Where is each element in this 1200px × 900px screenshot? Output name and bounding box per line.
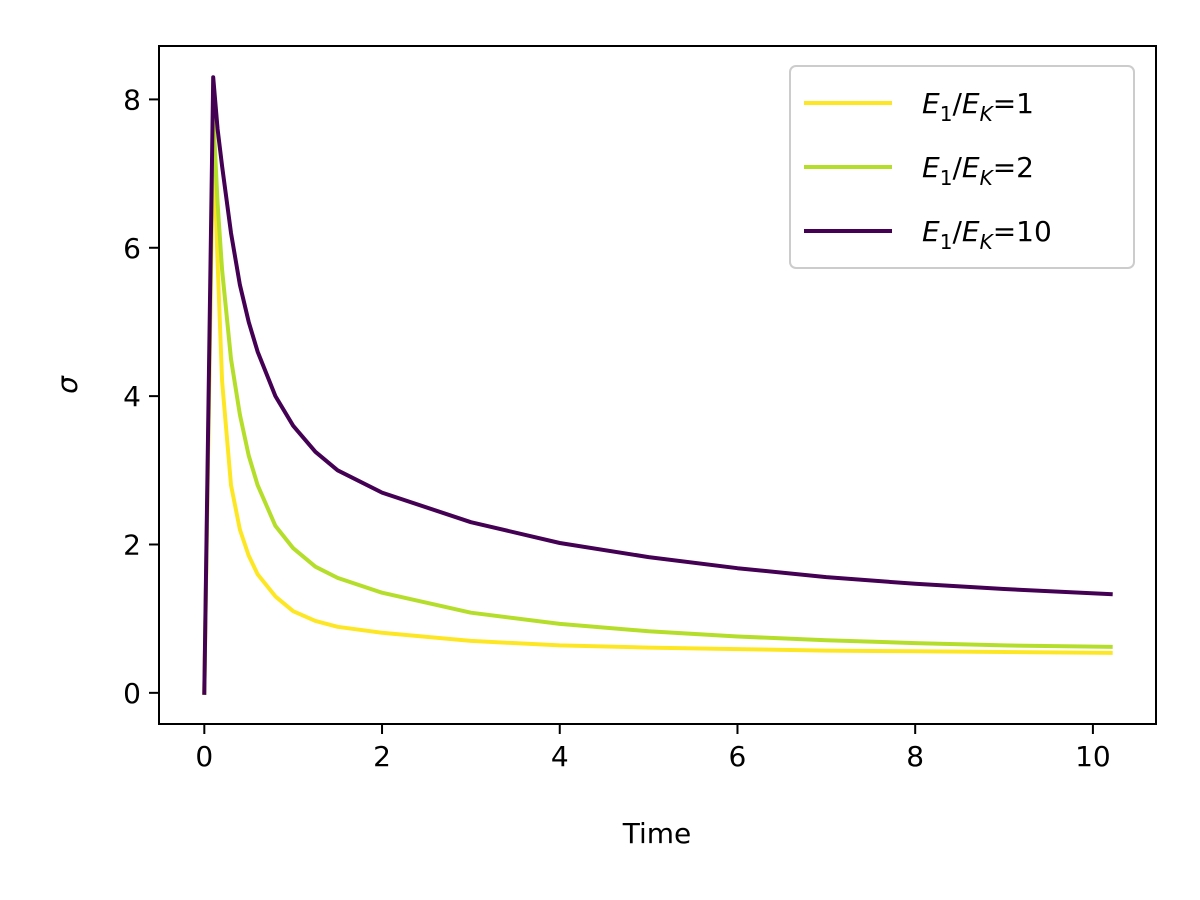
series-group: [202, 75, 1113, 695]
x-tick-label-5: 10: [1075, 740, 1111, 773]
x-tick-label-1: 2: [373, 740, 391, 773]
y-axis-label: σ: [51, 375, 84, 394]
legend-label-0: E1/EK=1: [922, 87, 1034, 126]
legend: E1/EK=1 E1/EK=2 E1/EK=10: [789, 65, 1135, 269]
series-line-2: [202, 75, 1113, 695]
y-tick-label-2: 4: [123, 380, 141, 413]
axes-frame: [158, 45, 1157, 725]
x-tick-label-2: 4: [551, 740, 569, 773]
legend-label-1: E1/EK=2: [922, 151, 1034, 190]
x-axis-label: Time: [622, 817, 692, 850]
plot-area: [158, 45, 1157, 725]
series-line-1: [202, 112, 1113, 695]
x-tick-label-0: 0: [195, 740, 213, 773]
legend-frame: [789, 65, 1135, 269]
y-tick-label-1: 2: [123, 528, 141, 561]
series-line-0: [202, 134, 1113, 695]
legend-label-2: E1/EK=10: [922, 215, 1052, 254]
y-tick-label-0: 0: [123, 677, 141, 710]
x-axis: 0 2 4 6 8 10: [195, 724, 1111, 773]
y-tick-label-3: 6: [123, 232, 141, 265]
x-tick-label-3: 6: [729, 740, 747, 773]
x-tick-label-4: 8: [906, 740, 924, 773]
y-tick-label-4: 8: [123, 83, 141, 116]
y-axis: 0 2 4 6 8: [123, 83, 159, 710]
